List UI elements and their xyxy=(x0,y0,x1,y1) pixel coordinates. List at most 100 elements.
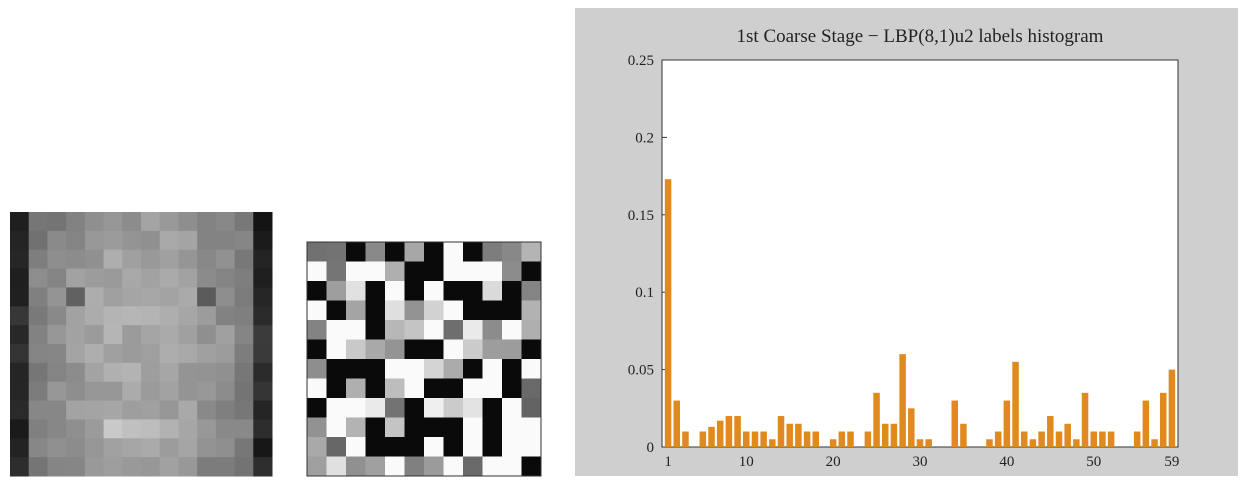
y-tick-label: 0.1 xyxy=(635,285,654,301)
bar xyxy=(760,432,767,447)
pixel xyxy=(307,457,327,477)
bar xyxy=(1012,362,1019,447)
pixel xyxy=(66,212,85,231)
pixel xyxy=(253,419,272,438)
pixel xyxy=(66,363,85,382)
y-tick-label: 0.05 xyxy=(628,363,654,379)
pixel xyxy=(253,269,272,288)
pixel xyxy=(85,306,104,325)
pixel xyxy=(385,418,405,438)
pixel xyxy=(346,398,366,418)
pixel xyxy=(141,250,160,269)
pixel xyxy=(141,457,160,476)
pixel xyxy=(122,363,141,382)
pixel xyxy=(235,419,254,438)
pixel xyxy=(160,344,179,363)
pixel xyxy=(307,301,327,321)
pixel xyxy=(160,363,179,382)
pixel xyxy=(327,379,347,399)
pixel xyxy=(444,359,464,379)
pixel xyxy=(346,262,366,282)
pixel xyxy=(197,401,216,420)
pixel xyxy=(385,262,405,282)
pixel xyxy=(178,306,197,325)
pixel xyxy=(253,306,272,325)
pixel xyxy=(216,306,235,325)
pixel xyxy=(104,382,123,401)
pixel xyxy=(444,437,464,457)
pixel xyxy=(122,325,141,344)
pixel xyxy=(66,401,85,420)
pixel xyxy=(307,340,327,360)
bar xyxy=(708,427,715,447)
pixel xyxy=(85,419,104,438)
bar xyxy=(1160,393,1167,447)
pixel xyxy=(10,382,29,401)
pixel xyxy=(346,359,366,379)
pixel xyxy=(483,340,503,360)
bar xyxy=(769,439,776,447)
pixel xyxy=(424,398,444,418)
pixel xyxy=(29,438,48,457)
pixel xyxy=(160,250,179,269)
pixel xyxy=(197,269,216,288)
pixel xyxy=(104,363,123,382)
pixel xyxy=(424,379,444,399)
pixel xyxy=(178,457,197,476)
pixel xyxy=(178,269,197,288)
pixel xyxy=(502,437,522,457)
x-tick-label: 30 xyxy=(913,454,928,470)
pixel xyxy=(502,418,522,438)
pixel xyxy=(160,212,179,231)
pixel xyxy=(104,250,123,269)
pixel xyxy=(122,382,141,401)
pixel xyxy=(141,306,160,325)
pixel xyxy=(29,269,48,288)
pixel xyxy=(522,340,542,360)
pixel xyxy=(235,382,254,401)
pixel xyxy=(122,306,141,325)
pixel xyxy=(253,382,272,401)
pixel xyxy=(444,457,464,477)
pixel xyxy=(502,457,522,477)
pixel xyxy=(307,359,327,379)
bar xyxy=(873,393,880,447)
pixel xyxy=(405,437,425,457)
pixel xyxy=(197,325,216,344)
pixel xyxy=(346,418,366,438)
pixel xyxy=(385,301,405,321)
pixel xyxy=(216,231,235,250)
pixel xyxy=(197,344,216,363)
bar xyxy=(1090,432,1097,447)
pixel xyxy=(444,340,464,360)
pixel xyxy=(327,359,347,379)
pixel xyxy=(10,419,29,438)
bar xyxy=(682,432,689,447)
pixel xyxy=(104,419,123,438)
pixel xyxy=(104,231,123,250)
y-tick-label: 0 xyxy=(647,440,655,456)
pixel xyxy=(424,359,444,379)
pixel xyxy=(385,340,405,360)
bar xyxy=(1047,416,1054,447)
pixel xyxy=(405,379,425,399)
pixel xyxy=(216,438,235,457)
y-tick-label: 0.2 xyxy=(635,130,654,146)
figure: 1st Coarse Stage − LBP(8,1)u2 labels his… xyxy=(0,0,1244,478)
pixel xyxy=(366,242,386,262)
pixel xyxy=(327,418,347,438)
pixel xyxy=(47,306,66,325)
pixel xyxy=(522,242,542,262)
pixel xyxy=(502,320,522,340)
pixel xyxy=(483,457,503,477)
pixel xyxy=(178,344,197,363)
pixel xyxy=(522,457,542,477)
pixel xyxy=(405,457,425,477)
bar xyxy=(674,401,681,447)
x-tick-label: 40 xyxy=(999,454,1014,470)
pixel xyxy=(122,401,141,420)
pixel xyxy=(253,457,272,476)
bar xyxy=(986,439,993,447)
pixel xyxy=(424,457,444,477)
pixel xyxy=(424,418,444,438)
